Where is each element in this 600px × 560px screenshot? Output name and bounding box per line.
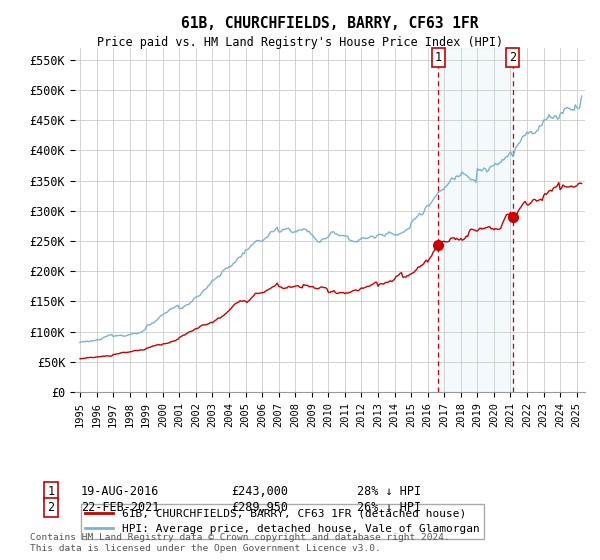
Text: £243,000: £243,000 — [231, 485, 288, 498]
Bar — [438, 48, 512, 392]
Text: 2: 2 — [509, 51, 516, 64]
Text: Contains HM Land Registry data © Crown copyright and database right 2024.
This d: Contains HM Land Registry data © Crown c… — [30, 533, 450, 553]
Text: Price paid vs. HM Land Registry's House Price Index (HPI): Price paid vs. HM Land Registry's House … — [97, 36, 503, 49]
Text: £289,950: £289,950 — [231, 501, 288, 515]
Text: 26% ↓ HPI: 26% ↓ HPI — [357, 501, 421, 515]
Text: 28% ↓ HPI: 28% ↓ HPI — [357, 485, 421, 498]
Text: 19-AUG-2016: 19-AUG-2016 — [81, 485, 160, 498]
Text: 2: 2 — [47, 501, 55, 515]
Title: 61B, CHURCHFIELDS, BARRY, CF63 1FR: 61B, CHURCHFIELDS, BARRY, CF63 1FR — [181, 16, 479, 31]
Text: 1: 1 — [47, 485, 55, 498]
Text: 1: 1 — [434, 51, 442, 64]
Legend: 61B, CHURCHFIELDS, BARRY, CF63 1FR (detached house), HPI: Average price, detache: 61B, CHURCHFIELDS, BARRY, CF63 1FR (deta… — [80, 505, 484, 539]
Text: 22-FEB-2021: 22-FEB-2021 — [81, 501, 160, 515]
